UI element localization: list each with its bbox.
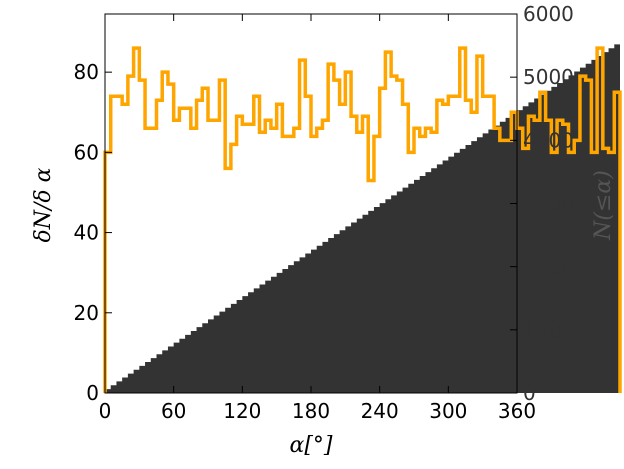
x-tick-label: 180 <box>292 399 330 423</box>
x-tick-label: 360 <box>498 399 536 423</box>
x-tick-label: 300 <box>429 399 467 423</box>
y-left-tick-label: 0 <box>86 381 99 405</box>
x-tick-label: 0 <box>99 399 112 423</box>
differential-step-series <box>103 46 622 393</box>
y-right-tick-label: 5000 <box>523 65 574 89</box>
y-left-tick-label: 20 <box>74 301 99 325</box>
x-axis-ticks: 0 60 120 180 240 300 360 <box>99 14 536 423</box>
y-left-tick-label: 60 <box>74 140 99 164</box>
cumulative-area <box>105 44 620 393</box>
y-right-tick-label: 3000 <box>523 192 574 216</box>
y-right-tick-label: 2000 <box>523 255 574 279</box>
y-right-axis-label: N(≤α) <box>591 170 616 241</box>
y-right-axis-ticks: 0 1000 2000 3000 4000 5000 6000 <box>510 2 574 405</box>
y-right-tick-label: 1000 <box>523 318 574 342</box>
y-right-tick-label: 6000 <box>523 2 574 26</box>
y-right-tick-label: 4000 <box>523 128 574 152</box>
y-left-tick-label: 40 <box>74 221 99 245</box>
cumulative-fill-series <box>105 44 620 393</box>
x-tick-label: 120 <box>223 399 261 423</box>
x-tick-label: 240 <box>361 399 399 423</box>
step-line <box>103 46 622 393</box>
y-left-tick-label: 80 <box>74 60 99 84</box>
y-right-tick-label: 0 <box>523 381 536 405</box>
y-left-axis-label: δN/δ α <box>31 167 56 242</box>
y-left-axis-ticks: 0 20 40 60 80 <box>74 60 112 405</box>
x-tick-label: 60 <box>161 399 186 423</box>
x-axis-label: α[°] <box>289 433 332 458</box>
